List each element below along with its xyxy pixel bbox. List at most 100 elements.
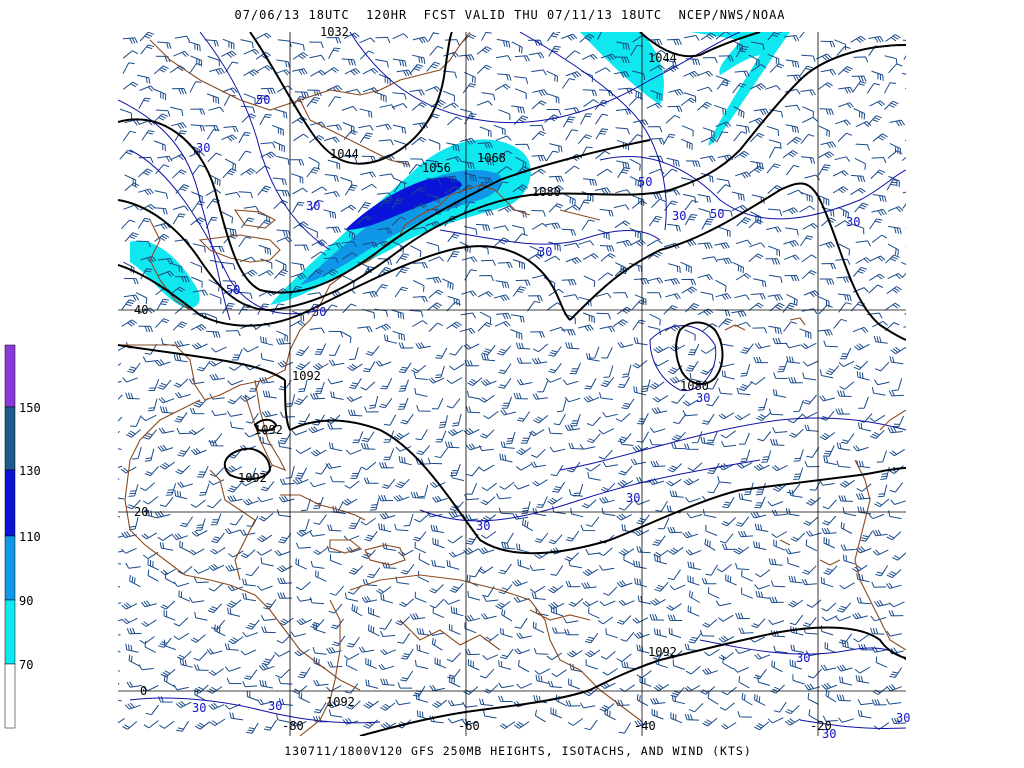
wind-barb: [517, 559, 530, 570]
wind-barb: [498, 695, 513, 703]
wind-barb: [531, 357, 548, 365]
wind-barb: [345, 88, 361, 95]
wind-barb: [459, 54, 475, 61]
wind-barb: [771, 509, 787, 516]
lat-label: 40: [134, 303, 148, 317]
wind-barb: [349, 378, 362, 389]
wind-barb: [138, 97, 151, 109]
wind-barb: [630, 239, 646, 247]
wind-barb: [295, 581, 311, 591]
wind-barb: [326, 85, 343, 93]
wind-barb: [221, 50, 237, 58]
wind-barb: [684, 35, 700, 41]
wind-barb: [902, 191, 906, 194]
wind-barb: [393, 494, 410, 502]
wind-barb: [449, 501, 464, 512]
wind-barb: [583, 99, 599, 108]
wind-barb: [296, 617, 313, 626]
wind-barb: [768, 146, 781, 159]
wind-barb: [129, 517, 139, 531]
wind-barb: [856, 483, 872, 492]
wind-barb: [240, 168, 256, 176]
wind-barb: [361, 431, 375, 443]
wind-barb: [773, 701, 787, 713]
wind-barb: [119, 149, 134, 160]
wind-barb: [631, 200, 647, 209]
wind-barb: [616, 615, 632, 625]
wind-barb: [411, 136, 427, 146]
wind-barb: [179, 540, 191, 553]
wind-barb: [409, 64, 424, 75]
wind-barb: [823, 445, 835, 457]
wind-barb: [510, 329, 523, 340]
wind-barb: [378, 494, 394, 502]
wind-barb: [479, 394, 495, 403]
wind-barb: [137, 74, 151, 84]
wind-barb: [786, 355, 801, 364]
wind-barb: [313, 716, 328, 723]
wind-barb: [515, 342, 531, 350]
wind-barb: [459, 241, 471, 254]
wind-barb: [177, 565, 193, 575]
wind-barb: [585, 516, 600, 527]
wind-barb: [667, 365, 683, 375]
wind-barb: [243, 48, 260, 55]
wind-barb: [825, 365, 840, 376]
wind-barb: [648, 215, 663, 227]
wind-barb: [683, 70, 700, 79]
wind-barb: [564, 396, 581, 403]
wind-barb: [718, 387, 733, 395]
wind-barb: [688, 590, 700, 603]
wind-barb: [175, 700, 192, 709]
wind-barb: [720, 722, 737, 730]
wind-barb: [782, 302, 797, 313]
wind-barb: [584, 378, 597, 390]
wind-barb: [427, 302, 443, 311]
wind-barb: [221, 211, 234, 224]
wind-barb: [869, 414, 886, 423]
wind-barb: [380, 377, 393, 390]
wind-barb: [649, 427, 666, 433]
wind-barb: [685, 549, 702, 556]
wind-barb: [568, 559, 582, 569]
wind-barb: [716, 257, 733, 265]
wind-barb: [853, 108, 866, 120]
wind-barb: [446, 560, 460, 570]
wind-barb: [670, 687, 685, 698]
wind-barb: [570, 507, 584, 518]
wind-barb: [400, 670, 414, 682]
wind-barb: [465, 648, 480, 656]
wind-barb: [859, 531, 873, 542]
wind-barb: [682, 125, 694, 137]
wind-barb: [536, 496, 548, 508]
wind-barb: [277, 577, 293, 585]
wind-barb: [667, 105, 683, 112]
wind-barb: [465, 483, 478, 495]
wind-barb: [118, 535, 124, 538]
wind-barb: [532, 89, 548, 97]
isotach-label: 30: [476, 519, 490, 533]
wind-barb: [263, 599, 277, 610]
wind-barb: [716, 131, 729, 143]
wind-barb: [160, 668, 176, 678]
legend-swatch-0: [4, 663, 16, 729]
wind-barb: [532, 621, 545, 634]
wind-barb: [138, 156, 154, 164]
wind-barb: [741, 587, 753, 599]
wind-barb: [155, 164, 170, 175]
wind-barb: [784, 35, 800, 42]
wind-barb: [631, 299, 647, 310]
wind-barb: [154, 359, 171, 367]
wind-barb: [463, 172, 477, 182]
wind-barb: [330, 618, 345, 630]
wind-barb: [403, 513, 414, 527]
wind-barb: [346, 395, 363, 402]
wind-barb: [496, 38, 511, 48]
wind-barb: [868, 513, 885, 520]
wind-barb: [447, 295, 461, 306]
wind-barb: [834, 39, 846, 51]
wind-barb: [446, 377, 463, 385]
wind-barb: [702, 509, 717, 518]
wind-barb: [617, 376, 631, 388]
wind-barb: [550, 465, 564, 477]
